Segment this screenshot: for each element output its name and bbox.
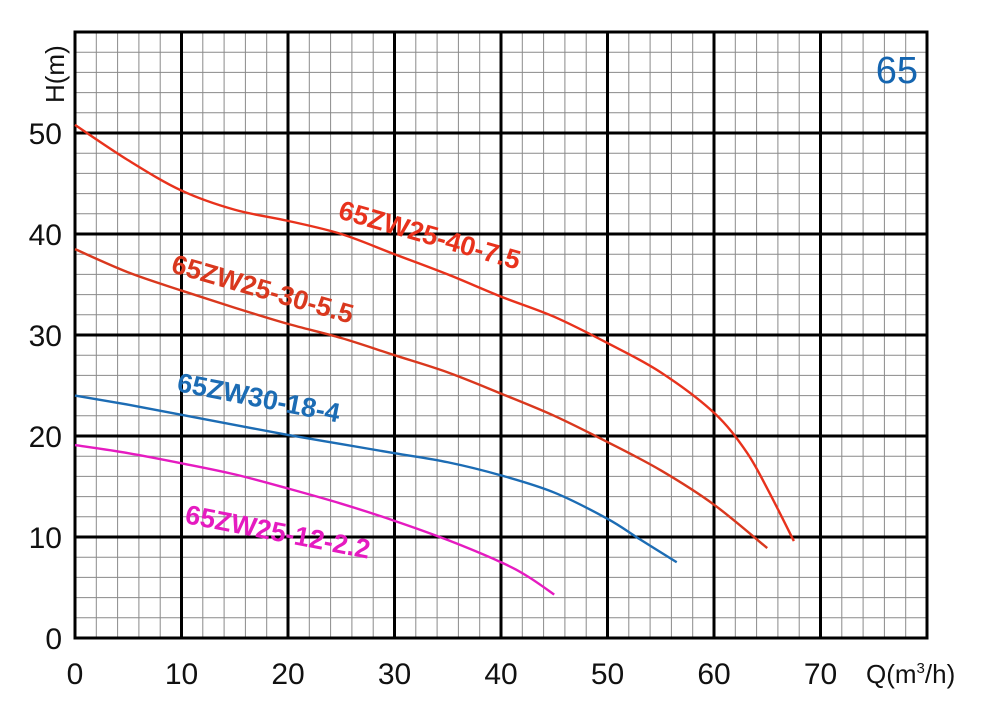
plot-border xyxy=(73,30,929,640)
x-tick-label: 20 xyxy=(271,658,304,691)
x-tick-label: 10 xyxy=(165,658,198,691)
x-tick-label: 50 xyxy=(591,658,624,691)
y-tick-label: 40 xyxy=(29,219,62,252)
x-tick-label: 70 xyxy=(804,658,837,691)
curve-65zw25-12-2-2 xyxy=(74,443,555,596)
x-tick-label: 40 xyxy=(484,658,517,691)
y-tick-label: 10 xyxy=(29,522,62,555)
series-label-65zw25-12-2-2: 65ZW25-12-2.2 xyxy=(183,499,373,564)
tick-labels: 0 10 20 30 40 50 60 70 0 10 20 30 40 50 xyxy=(29,118,838,691)
x-axis-label: Q(m3/h) xyxy=(866,659,955,689)
y-tick-label: 0 xyxy=(45,623,62,656)
y-tick-label: 20 xyxy=(29,421,62,454)
curve-65zw25-30-5-5 xyxy=(74,248,769,550)
major-grid xyxy=(73,30,929,640)
curve-65zw30-18-4 xyxy=(74,394,678,564)
model-family-label: 65 xyxy=(876,50,918,92)
curve-65zw25-40-7-5 xyxy=(74,123,795,542)
x-tick-label: 30 xyxy=(378,658,411,691)
y-tick-label: 30 xyxy=(29,320,62,353)
y-axis-label: H(m) xyxy=(40,45,70,103)
pump-curves xyxy=(74,123,795,596)
x-tick-label: 0 xyxy=(67,658,84,691)
y-tick-label: 50 xyxy=(29,118,62,151)
x-tick-label: 60 xyxy=(697,658,730,691)
